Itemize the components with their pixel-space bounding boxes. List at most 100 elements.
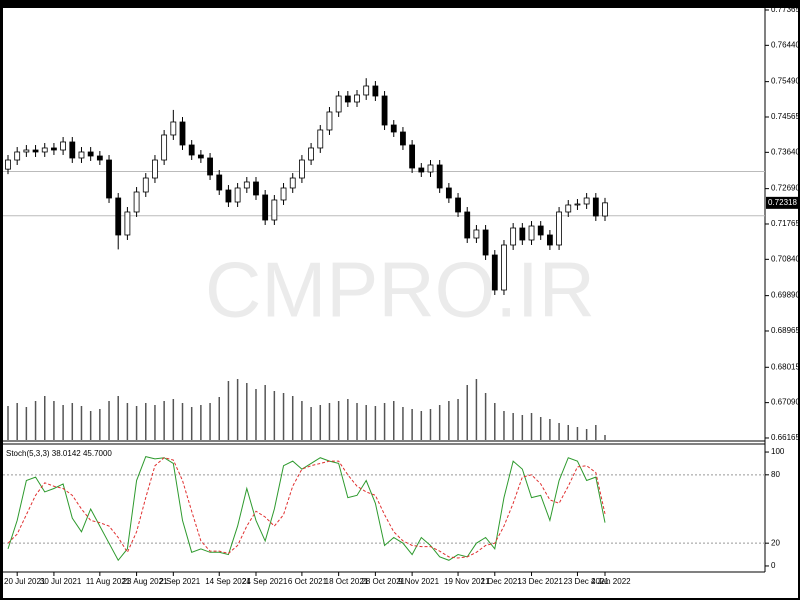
candle-body xyxy=(60,141,67,151)
candle-body xyxy=(455,197,461,213)
candle-body xyxy=(537,225,544,236)
candle-body xyxy=(427,164,434,173)
stoch-line xyxy=(7,456,606,562)
candle-body xyxy=(170,121,177,136)
x-tick-label: 13 Dec 2021 xyxy=(518,577,564,586)
candle-body xyxy=(51,147,57,151)
candle-body xyxy=(501,244,507,291)
candle-body xyxy=(326,111,333,131)
candle-body xyxy=(583,197,590,205)
price-box xyxy=(766,196,798,209)
candle-body xyxy=(565,204,572,213)
candle-body xyxy=(574,203,581,206)
candle-body xyxy=(14,151,21,161)
candle-body xyxy=(234,187,241,203)
candle-body xyxy=(335,95,342,113)
candle-body xyxy=(436,164,443,189)
candle-body xyxy=(510,227,517,246)
candle-body xyxy=(197,154,204,159)
candle-body xyxy=(23,149,30,153)
candle-body xyxy=(69,141,76,159)
y-tick-label: 0.71765 xyxy=(771,219,800,228)
x-tick-label: 24 Sep 2021 xyxy=(242,577,288,586)
y-tick-label: 0.68965 xyxy=(771,326,800,335)
watermark: CMPRO.IR xyxy=(205,246,595,334)
x-tick-label: 6 Oct 2021 xyxy=(288,577,328,586)
candle-body xyxy=(5,159,11,170)
candle-body xyxy=(418,167,425,173)
x-tick-label: 11 Aug 2021 xyxy=(86,577,131,586)
candle-body xyxy=(225,189,232,203)
x-tick-label: 18 Oct 2021 xyxy=(325,577,369,586)
x-tick-label: 1 Dec 2021 xyxy=(481,577,522,586)
x-tick-label: 28 Oct 2021 xyxy=(361,577,405,586)
candle-body xyxy=(96,155,103,161)
y-tick-label: 0.69890 xyxy=(771,291,800,300)
indicator-title: Stoch(5,3,3) 38.0142 45.7000 xyxy=(6,449,112,458)
candle-body xyxy=(188,144,195,156)
candle-body xyxy=(317,129,324,149)
candle-body xyxy=(253,181,259,196)
y-tick-label: 20 xyxy=(771,538,780,547)
candle-body xyxy=(271,199,278,221)
candle-body xyxy=(179,121,186,146)
x-tick-label: 23 Aug 2021 xyxy=(123,577,168,586)
candle-body xyxy=(602,202,608,217)
stoch-line xyxy=(7,457,606,559)
y-tick-label: 0.77365 xyxy=(771,5,800,14)
candle-body xyxy=(133,191,140,213)
candle-body xyxy=(243,181,250,189)
candle-body xyxy=(491,254,498,291)
x-tick-label: 23 Dec 2021 xyxy=(563,577,609,586)
x-tick-label: 4 Jan 2022 xyxy=(591,577,631,586)
x-tick-label: 20 Jul 2021 xyxy=(4,577,46,586)
candle-body xyxy=(124,211,131,236)
y-tick-label: 100 xyxy=(771,447,785,456)
candle-body xyxy=(556,211,562,246)
y-tick-label: 0.67090 xyxy=(771,398,800,407)
candle-body xyxy=(299,159,305,179)
candle-body xyxy=(161,134,168,161)
candle-body xyxy=(528,225,535,241)
candle-body xyxy=(363,85,370,96)
y-tick-label: 0.76440 xyxy=(771,40,800,49)
candle-body xyxy=(381,95,388,126)
y-tick-label: 0.75490 xyxy=(771,77,800,86)
candle-body xyxy=(207,157,213,176)
y-tick-label: 0.68015 xyxy=(771,362,800,371)
candle-body xyxy=(519,227,526,241)
y-tick-label: 80 xyxy=(771,470,780,479)
candle-body xyxy=(41,147,48,153)
candle-body xyxy=(262,194,269,221)
y-tick-label: 0.66165 xyxy=(771,433,800,442)
candle-body xyxy=(482,229,489,256)
y-tick-label: 0.74565 xyxy=(771,112,800,121)
candle-body xyxy=(546,234,553,246)
candle-body xyxy=(592,197,599,217)
x-tick-label: 2 Sep 2021 xyxy=(159,577,200,586)
candle-body xyxy=(78,151,85,159)
price-label: 0.72318 xyxy=(768,198,797,207)
candle-body xyxy=(464,211,471,239)
candle-body xyxy=(32,149,39,153)
y-tick-label: 0.70840 xyxy=(771,254,800,263)
candle-body xyxy=(344,95,351,103)
background xyxy=(3,8,798,598)
x-tick-label: 19 Nov 2021 xyxy=(444,577,490,586)
candle-body xyxy=(390,124,397,133)
candle-body xyxy=(473,229,480,239)
candle-body xyxy=(409,144,416,169)
x-tick-label: 9 Nov 2021 xyxy=(398,577,439,586)
candle-body xyxy=(216,174,223,191)
candle-body xyxy=(115,197,122,236)
candle-body xyxy=(87,151,94,157)
candle-body xyxy=(280,187,287,201)
candle-body xyxy=(142,177,149,193)
candle-body xyxy=(152,159,158,179)
y-tick-label: 0.72690 xyxy=(771,184,800,193)
x-tick-label: 14 Sep 2021 xyxy=(205,577,251,586)
candle-body xyxy=(354,94,360,103)
y-tick-label: 0 xyxy=(771,561,776,570)
